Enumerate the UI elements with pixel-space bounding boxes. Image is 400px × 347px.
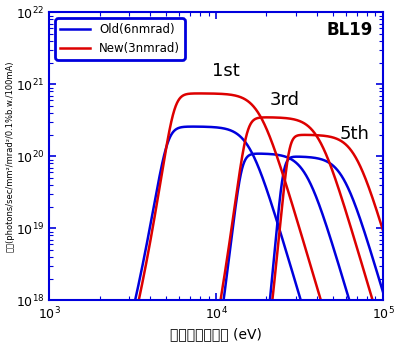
Text: 3rd: 3rd: [270, 91, 300, 109]
Y-axis label: 輝度(photons/sec/mm²/mrad²/0.1%b.w./100mA): 輝度(photons/sec/mm²/mrad²/0.1%b.w./100mA): [6, 61, 14, 252]
Text: 1st: 1st: [212, 62, 240, 80]
Text: BL19: BL19: [327, 21, 373, 39]
Text: 5th: 5th: [340, 125, 370, 143]
Legend: Old(6nmrad), New(3nmrad): Old(6nmrad), New(3nmrad): [55, 18, 185, 60]
X-axis label: 光のエネルギー (eV): 光のエネルギー (eV): [170, 328, 262, 341]
